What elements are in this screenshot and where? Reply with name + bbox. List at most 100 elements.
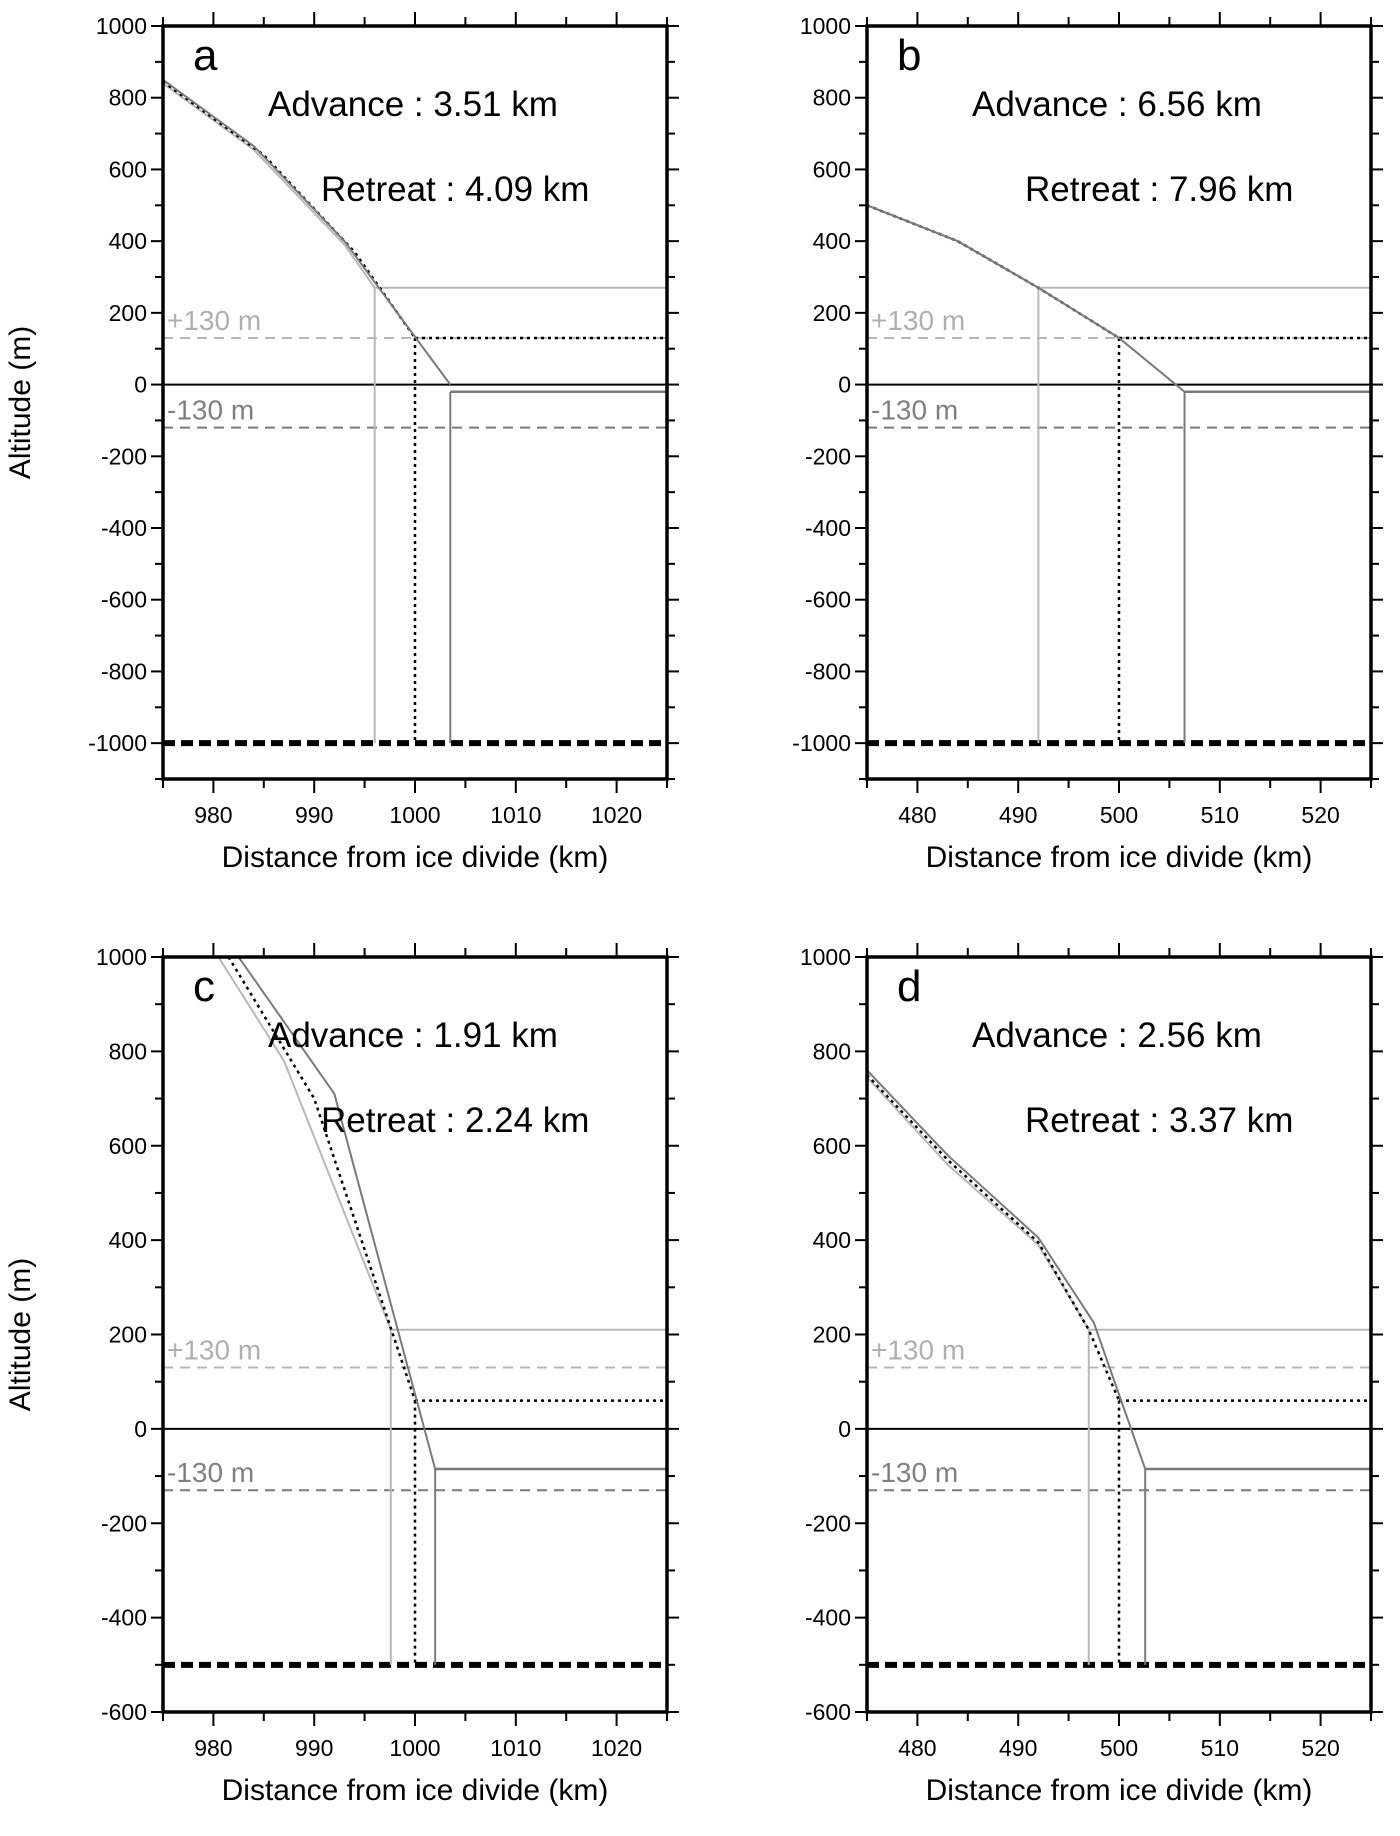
- y-tick-label: -200: [805, 1510, 851, 1536]
- y-tick-label: 0: [838, 1416, 851, 1442]
- retreat-annotation: Retreat : 2.24 km: [321, 1101, 589, 1140]
- minus-130-label: -130 m: [871, 1457, 958, 1488]
- x-tick-label: 490: [999, 1735, 1037, 1761]
- y-tick-label: -400: [101, 515, 147, 541]
- panel-letter: d: [897, 962, 921, 1011]
- y-tick-label: 800: [109, 85, 147, 111]
- plus-130-label: +130 m: [167, 305, 261, 336]
- y-tick-label: -1000: [88, 730, 147, 756]
- plot-frame: [161, 955, 669, 1714]
- x-axis-label: Distance from ice divide (km): [926, 841, 1313, 874]
- x-tick-label: 1000: [389, 1735, 440, 1761]
- plot-frame: [865, 955, 1373, 1714]
- y-tick-label: -400: [101, 1605, 147, 1631]
- profile-advance: [217, 956, 392, 1331]
- y-tick-label: 400: [109, 228, 147, 254]
- plus-130-label: +130 m: [871, 305, 965, 336]
- y-tick-label: 800: [813, 85, 851, 111]
- x-tick-label: 990: [295, 802, 333, 828]
- x-tick-label: 520: [1301, 802, 1339, 828]
- y-tick-label: -600: [101, 1699, 147, 1725]
- x-tick-label: 1000: [389, 802, 440, 828]
- profile-reference: [866, 1074, 1121, 1402]
- y-tick-label: -400: [805, 515, 851, 541]
- y-tick-label: 0: [838, 372, 851, 398]
- y-tick-label: 1000: [800, 944, 851, 970]
- advance-annotation: Advance : 6.56 km: [972, 85, 1262, 124]
- x-tick-label: 1020: [591, 802, 642, 828]
- y-tick-label: 400: [109, 1227, 147, 1253]
- x-tick-label: 510: [1201, 802, 1239, 828]
- y-tick-label: 600: [813, 1133, 851, 1159]
- plot-frame: [161, 24, 669, 781]
- panel-letter: a: [193, 31, 218, 80]
- y-tick-label: -200: [101, 443, 147, 469]
- y-tick-label: 200: [813, 300, 851, 326]
- profile-advance: [866, 1076, 1090, 1331]
- y-tick-label: 200: [109, 1322, 147, 1348]
- advance-annotation: Advance : 3.51 km: [268, 85, 558, 124]
- y-tick-label: 600: [109, 1133, 147, 1159]
- y-tick-label: 200: [813, 1322, 851, 1348]
- y-tick-label: 400: [813, 228, 851, 254]
- y-tick-label: -800: [805, 658, 851, 684]
- plus-130-label: +130 m: [167, 1335, 261, 1366]
- y-tick-label: -600: [101, 587, 147, 613]
- y-tick-label: -800: [101, 658, 147, 684]
- y-tick-label: 1000: [96, 13, 147, 39]
- y-tick-label: 1000: [800, 13, 851, 39]
- x-axis-label: Distance from ice divide (km): [222, 841, 609, 874]
- panel-a: 1000 800 600 400 200 0 -200 -400 -600 -800 -1000 98…: [4, 12, 679, 874]
- x-tick-label: 480: [898, 802, 936, 828]
- y-tick-label: 0: [134, 372, 147, 398]
- y-tick-label: -1000: [792, 730, 851, 756]
- profile-retreat: [866, 204, 1186, 393]
- y-tick-label: 200: [109, 300, 147, 326]
- x-tick-label: 1010: [490, 802, 541, 828]
- profile-retreat: [866, 1069, 1147, 1470]
- panel-letter: b: [897, 31, 921, 80]
- x-tick-label: 1020: [591, 1735, 642, 1761]
- x-tick-label: 980: [194, 802, 232, 828]
- y-tick-label: 800: [109, 1038, 147, 1064]
- minus-130-label: -130 m: [167, 395, 254, 426]
- profile-retreat: [162, 78, 452, 386]
- y-tick-label: -600: [805, 587, 851, 613]
- plot-frame: [865, 24, 1373, 781]
- y-tick-label: -200: [101, 1510, 147, 1536]
- panel-c: 1000 800 600 400 200 0 -200 -400 -600 980 990 1000 1…: [4, 943, 679, 1807]
- x-axis-label: Distance from ice divide (km): [222, 1774, 609, 1807]
- profile-advance: [162, 82, 376, 289]
- x-tick-label: 490: [999, 802, 1037, 828]
- x-tick-label: 500: [1100, 1735, 1138, 1761]
- x-tick-label: 520: [1301, 1735, 1339, 1761]
- x-tick-label: 980: [194, 1735, 232, 1761]
- y-axis-label: Altitude (m): [4, 1258, 37, 1411]
- retreat-annotation: Retreat : 4.09 km: [321, 170, 589, 209]
- x-tick-label: 990: [295, 1735, 333, 1761]
- profile-retreat: [237, 956, 437, 1470]
- advance-annotation: Advance : 1.91 km: [268, 1016, 558, 1055]
- y-tick-label: -200: [805, 443, 851, 469]
- x-axis-label: Distance from ice divide (km): [926, 1774, 1313, 1807]
- retreat-annotation: Retreat : 7.96 km: [1025, 170, 1293, 209]
- advance-annotation: Advance : 2.56 km: [972, 1016, 1262, 1055]
- profile-advance: [866, 204, 1039, 289]
- x-tick-label: 510: [1201, 1735, 1239, 1761]
- y-tick-label: 1000: [96, 944, 147, 970]
- x-tick-label: 500: [1100, 802, 1138, 828]
- y-tick-label: -400: [805, 1605, 851, 1631]
- y-tick-label: -600: [805, 1699, 851, 1725]
- x-tick-label: 1010: [490, 1735, 541, 1761]
- y-tick-label: 0: [134, 1416, 147, 1442]
- minus-130-label: -130 m: [871, 395, 958, 426]
- y-tick-label: 600: [813, 156, 851, 182]
- minus-130-label: -130 m: [167, 1457, 254, 1488]
- y-tick-label: 400: [813, 1227, 851, 1253]
- y-axis-label: Altitude (m): [4, 326, 37, 479]
- panel-d: 1000 800 600 400 200 0 -200 -400 -600 480 490 500 51…: [800, 943, 1383, 1807]
- x-tick-label: 480: [898, 1735, 936, 1761]
- y-tick-label: 800: [813, 1038, 851, 1064]
- panel-letter: c: [193, 962, 215, 1011]
